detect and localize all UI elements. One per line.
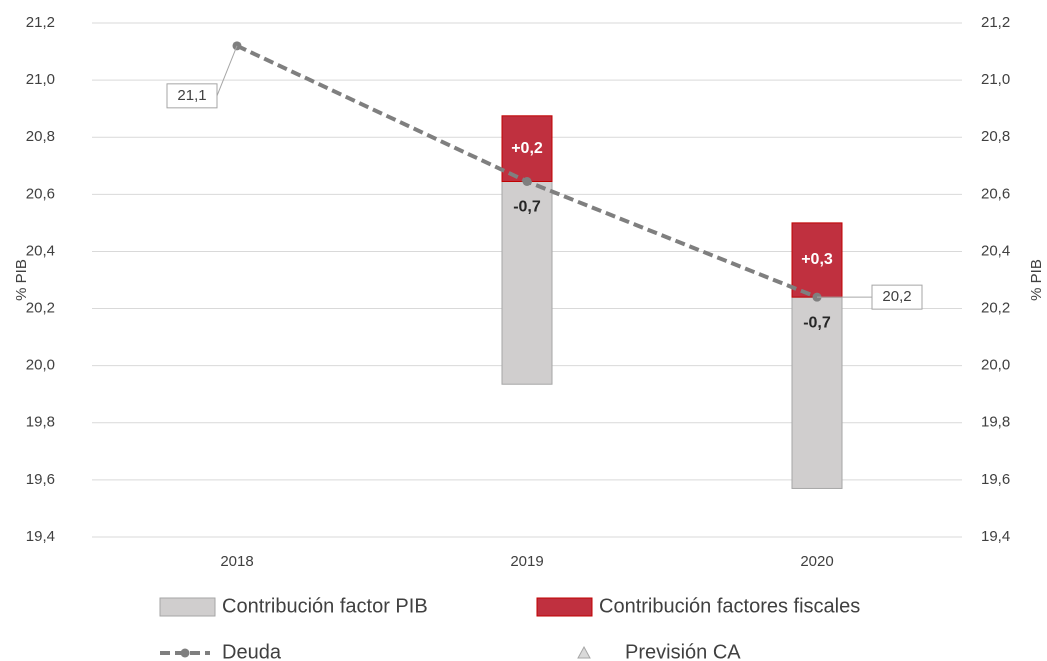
y-tick-label: 19,8 (26, 414, 55, 431)
x-tick-label: 2018 (220, 553, 253, 570)
y-axis-label: % PIB (13, 259, 30, 301)
y-tick-label: 20,8 (26, 128, 55, 145)
data-label: +0,2 (511, 140, 543, 157)
y2-tick-label: 19,4 (981, 528, 1010, 545)
legend-label: Contribución factor PIB (222, 595, 428, 617)
bar (791, 222, 843, 298)
y2-tick-label: 20,0 (981, 357, 1010, 374)
y2-tick-label: 20,8 (981, 128, 1010, 145)
legend-label: Previsión CA (625, 641, 741, 661)
label-box (166, 83, 218, 109)
data-label: 20,2 (882, 288, 911, 305)
legend-label: Deuda (222, 641, 282, 661)
y2-tick-label: 21,0 (981, 71, 1010, 88)
y-tick-label: 21,2 (26, 14, 55, 31)
legend-swatch (159, 597, 216, 617)
bar (791, 296, 843, 489)
y2-tick-label: 20,6 (981, 185, 1010, 202)
y2-tick-label: 20,2 (981, 300, 1010, 317)
y-tick-label: 20,6 (26, 185, 55, 202)
legend-label: Contribución factores fiscales (599, 595, 860, 617)
y2-tick-label: 20,4 (981, 242, 1010, 259)
data-label: 21,1 (177, 87, 206, 104)
data-label: -0,7 (513, 199, 541, 216)
legend-swatch (180, 648, 190, 658)
y-tick-label: 20,2 (26, 300, 55, 317)
data-label: -0,7 (803, 314, 831, 331)
debt-point (522, 176, 532, 186)
y-tick-label: 19,4 (26, 528, 55, 545)
y-tick-label: 20,0 (26, 357, 55, 374)
y-tick-label: 21,0 (26, 71, 55, 88)
x-tick-label: 2020 (800, 553, 833, 570)
y2-tick-label: 19,8 (981, 414, 1010, 431)
legend-swatch (577, 645, 591, 659)
y2-tick-label: 21,2 (981, 14, 1010, 31)
label-box (871, 284, 923, 310)
x-tick-label: 2019 (510, 553, 543, 570)
y-tick-label: 20,4 (26, 242, 55, 259)
leader-line (216, 45, 238, 97)
y2-tick-label: 19,6 (981, 471, 1010, 488)
y-tick-label: 19,6 (26, 471, 55, 488)
y2-axis-label: % PIB (1028, 259, 1045, 301)
data-label: +0,3 (801, 251, 833, 268)
legend-swatch (536, 597, 593, 617)
